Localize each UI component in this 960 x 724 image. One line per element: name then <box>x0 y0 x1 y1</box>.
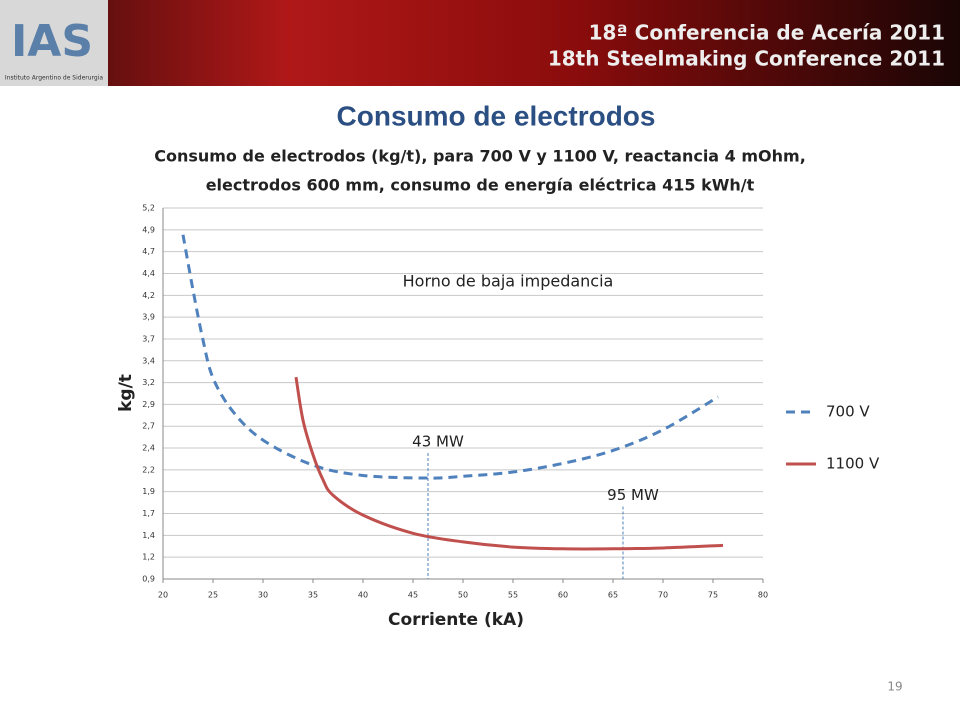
annotation: Horno de baja impedancia <box>403 272 614 291</box>
line <box>294 376 724 551</box>
y-tick-label: 1,2 <box>142 553 155 562</box>
y-tick-label: 2,2 <box>142 465 155 474</box>
slide-title: Consumo de electrodos <box>337 100 656 131</box>
annotation: 43 MW <box>412 433 464 451</box>
banner-line1: 18ª Conferencia de Acería 2011 <box>589 21 945 45</box>
y-tick-label: 3,7 <box>142 334 155 343</box>
x-axis-label: Corriente (kA) <box>388 610 524 630</box>
y-tick-label: 2,7 <box>142 422 155 431</box>
x-tick-label: 40 <box>358 591 368 600</box>
legend-label: 700 V <box>826 403 870 421</box>
institute: Instituto Argentino de Siderurgia <box>5 75 103 82</box>
y-tick-label: 1,4 <box>142 531 155 540</box>
x-tick-label: 70 <box>658 591 668 600</box>
y-tick-label: 2,4 <box>142 444 155 453</box>
y-tick-label: 3,2 <box>142 378 155 387</box>
page-number: 19 <box>887 680 902 694</box>
x-tick-label: 65 <box>608 591 618 600</box>
x-tick-label: 45 <box>408 591 418 600</box>
y-tick-label: 1,9 <box>142 487 155 496</box>
chart-title: Consumo de electrodos (kg/t), para 700 V… <box>154 147 806 166</box>
x-tick-label: 20 <box>158 591 168 600</box>
y-tick-label: 4,9 <box>142 225 155 234</box>
line <box>181 234 719 480</box>
y-tick-label: 4,4 <box>142 269 155 278</box>
banner-line2: 18th Steelmaking Conference 2011 <box>548 47 945 71</box>
y-tick-label: 3,4 <box>142 356 155 365</box>
x-tick-label: 30 <box>258 591 268 600</box>
y-tick-label: 5,2 <box>142 204 155 213</box>
x-tick-label: 80 <box>758 591 768 600</box>
x-tick-label: 50 <box>458 591 468 600</box>
annotation: 95 MW <box>607 486 659 504</box>
y-tick-label: 4,7 <box>142 247 155 256</box>
y-tick-label: 0,9 <box>142 575 155 584</box>
y-axis-label: kg/t <box>116 374 136 412</box>
x-tick-label: 35 <box>308 591 318 600</box>
chart-title: electrodos 600 mm, consumo de energía el… <box>206 176 755 195</box>
x-tick-label: 60 <box>558 591 568 600</box>
banner <box>0 0 960 86</box>
logo: IAS <box>11 16 93 67</box>
y-tick-label: 1,7 <box>142 509 155 518</box>
x-tick-label: 25 <box>208 591 218 600</box>
legend-label: 1100 V <box>826 455 880 473</box>
x-tick-label: 55 <box>508 591 518 600</box>
x-tick-label: 75 <box>708 591 718 600</box>
y-tick-label: 4,2 <box>142 291 155 300</box>
y-tick-label: 2,9 <box>142 400 155 409</box>
logo-box <box>0 0 108 86</box>
y-tick-label: 3,9 <box>142 313 155 322</box>
